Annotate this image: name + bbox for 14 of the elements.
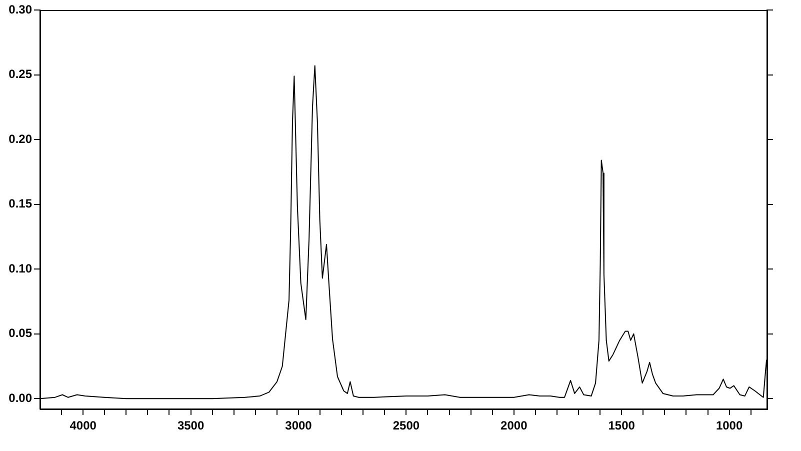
x-tick-label: 3000 — [285, 418, 312, 433]
x-tick-label: 4000 — [70, 418, 97, 433]
x-tick-label: 2500 — [392, 418, 420, 433]
y-tick-label: 0.05 — [8, 326, 32, 340]
y-tick-label: 0.25 — [8, 67, 32, 82]
y-tick-label: 0.20 — [8, 132, 32, 146]
y-tick-label: 0.00 — [8, 390, 32, 405]
x-tick-label: 3500 — [177, 418, 204, 433]
x-tick-label: 1000 — [716, 418, 743, 433]
y-tick-label: 0.15 — [8, 196, 32, 211]
x-tick-label: 2000 — [500, 418, 528, 433]
x-tick-label: 1500 — [608, 418, 636, 433]
y-tick-label: 0.30 — [8, 2, 32, 16]
y-tick-label: 0.10 — [8, 261, 32, 276]
